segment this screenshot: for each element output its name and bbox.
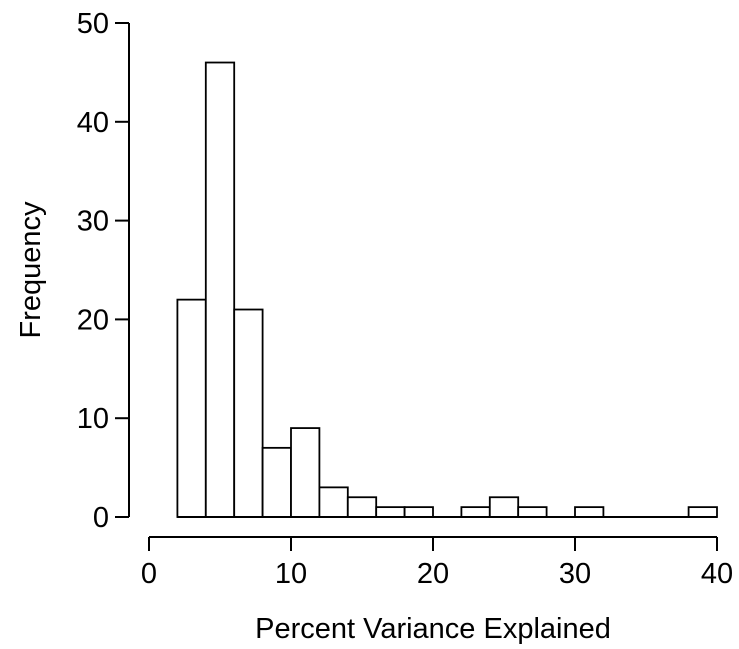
histogram-bar-2 bbox=[233, 308, 264, 518]
histogram-bar-14 bbox=[574, 506, 605, 518]
histogram-bar-18 bbox=[687, 506, 718, 518]
x-tick-label-1: 10 bbox=[275, 558, 307, 590]
histogram-bar-0 bbox=[176, 298, 207, 518]
y-tick-label-2: 20 bbox=[77, 304, 109, 336]
x-axis-label: Percent Variance Explained bbox=[255, 613, 611, 645]
x-tick-label-3: 30 bbox=[559, 558, 591, 590]
histogram-bar-8 bbox=[403, 506, 434, 518]
histogram-bar-3 bbox=[261, 446, 292, 518]
y-tick-label-4: 40 bbox=[77, 107, 109, 139]
y-tick-label-5: 50 bbox=[77, 8, 109, 40]
y-axis-label: Frequency bbox=[15, 201, 47, 339]
bars-layer bbox=[176, 61, 718, 518]
histogram-bar-10 bbox=[460, 506, 491, 518]
histogram-bar-5 bbox=[318, 486, 349, 518]
x-tick-label-0: 0 bbox=[141, 558, 157, 590]
x-tick-label-4: 40 bbox=[701, 558, 733, 590]
y-tick-label-1: 10 bbox=[77, 403, 109, 435]
histogram-bar-7 bbox=[375, 506, 406, 518]
y-tick-label-0: 0 bbox=[93, 502, 109, 534]
histogram-bar-11 bbox=[488, 496, 520, 518]
x-tick-label-2: 20 bbox=[417, 558, 449, 590]
y-tick-label-3: 30 bbox=[77, 206, 109, 238]
histogram-bar-12 bbox=[517, 506, 548, 518]
histogram-bar-4 bbox=[290, 427, 321, 518]
histogram-bar-6 bbox=[346, 496, 378, 518]
axes-layer: 0 10 20 30 40 0 10 20 30 40 50 bbox=[77, 8, 733, 590]
histogram-bar-1 bbox=[204, 61, 236, 518]
